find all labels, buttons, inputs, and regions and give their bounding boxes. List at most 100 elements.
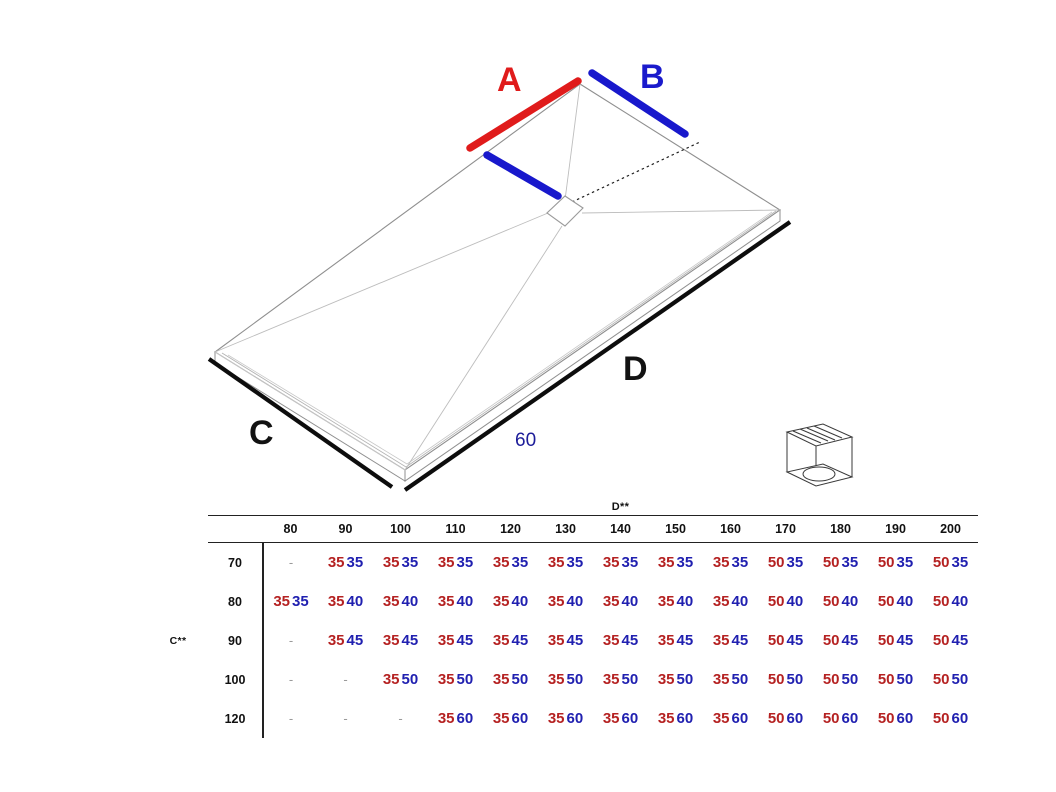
matrix-cell: 35 35 xyxy=(648,543,703,583)
cell-value-a: 35 xyxy=(547,671,565,688)
column-header-200: 200 xyxy=(923,515,978,543)
cell-value-a: 50 xyxy=(932,671,950,688)
matrix-cell: - xyxy=(263,543,318,583)
column-header-100: 100 xyxy=(373,515,428,543)
matrix-cell: 35 50 xyxy=(428,660,483,699)
cell-value-b: 45 xyxy=(841,632,859,649)
cell-value-b: 40 xyxy=(401,593,419,610)
matrix-cell: 50 35 xyxy=(923,543,978,583)
matrix-cell: - xyxy=(263,699,318,738)
cell-value-b: 35 xyxy=(841,554,859,571)
column-axis-title: D** xyxy=(611,500,630,513)
matrix-cell: 35 35 xyxy=(483,543,538,583)
cell-value-a: 35 xyxy=(492,632,510,649)
cell-value-a: 50 xyxy=(767,554,785,571)
table-row: 100- -35 50 35 50 35 50 35 50 35 50 35 50 35 50 50 50 50 5… xyxy=(148,660,978,699)
cell-value-b: 45 xyxy=(951,632,969,649)
cell-value-b: 35 xyxy=(731,554,749,571)
cell-value-b: 60 xyxy=(676,710,694,727)
drain-outlet xyxy=(546,195,584,227)
matrix-cell: 35 60 xyxy=(593,699,648,738)
empty-marker: - xyxy=(288,555,294,570)
cell-value-b: 45 xyxy=(676,632,694,649)
cell-value-a: 35 xyxy=(327,593,345,610)
matrix-cell: 50 35 xyxy=(813,543,868,583)
tray-thickness xyxy=(214,209,781,482)
matrix-cell: 35 45 xyxy=(538,621,593,660)
cell-value-a: 35 xyxy=(712,632,730,649)
cell-value-b: 50 xyxy=(841,671,859,688)
cell-value-b: 60 xyxy=(456,710,474,727)
cell-value-b: 40 xyxy=(786,593,804,610)
cell-value-b: 60 xyxy=(621,710,639,727)
matrix-cell: 35 60 xyxy=(538,699,593,738)
cell-value-a: 35 xyxy=(492,554,510,571)
cell-value-a: 50 xyxy=(877,710,895,727)
matrix-corner-spacer xyxy=(148,498,208,516)
cell-value-b: 35 xyxy=(346,554,364,571)
cell-value-a: 35 xyxy=(712,671,730,688)
matrix-cell: - xyxy=(263,621,318,660)
empty-marker: - xyxy=(288,633,294,648)
matrix-cell: 50 40 xyxy=(868,582,923,621)
matrix-cell: 35 50 xyxy=(373,660,428,699)
cell-value-a: 35 xyxy=(712,554,730,571)
matrix-cell: 50 40 xyxy=(923,582,978,621)
cell-value-b: 35 xyxy=(456,554,474,571)
dimension-edge-d xyxy=(403,220,792,492)
matrix-cell: - xyxy=(318,660,373,699)
cell-value-a: 50 xyxy=(932,593,950,610)
row-axis-title xyxy=(148,660,208,699)
cell-value-b: 60 xyxy=(511,710,529,727)
b-blue-line-upper xyxy=(588,69,689,138)
cell-value-b: 40 xyxy=(511,593,529,610)
cell-value-a: 50 xyxy=(877,632,895,649)
cell-value-a: 50 xyxy=(822,593,840,610)
cell-value-a: 35 xyxy=(547,554,565,571)
b-blue-line-lower xyxy=(483,151,562,200)
matrix-cell: 50 60 xyxy=(813,699,868,738)
matrix-cell: 50 60 xyxy=(868,699,923,738)
matrix-cell: 50 45 xyxy=(868,621,923,660)
cell-value-b: 45 xyxy=(346,632,364,649)
table-row: C** 90-35 45 35 45 35 45 35 45 35 45 35 45 35 45 35 45 50… xyxy=(148,621,978,660)
dimension-bar-a xyxy=(466,77,582,152)
cell-value-a: 35 xyxy=(327,632,345,649)
cell-value-b: 40 xyxy=(896,593,914,610)
cell-value-b: 35 xyxy=(511,554,529,571)
matrix-cell: 35 45 xyxy=(373,621,428,660)
tray-inner-rim-2 xyxy=(227,211,773,465)
cell-value-a: 50 xyxy=(767,632,785,649)
cell-value-b: 45 xyxy=(896,632,914,649)
matrix-cell: 50 50 xyxy=(923,660,978,699)
slope-line-left xyxy=(214,212,549,353)
row-header-70: 70 xyxy=(208,542,264,582)
column-axis-title-row: D** xyxy=(148,498,978,516)
matrix-cell: 35 35 xyxy=(703,543,758,583)
matrix-cell: 50 40 xyxy=(758,582,813,621)
matrix-cell: 50 35 xyxy=(868,543,923,583)
matrix-cell: 35 60 xyxy=(648,699,703,738)
cell-value-a: 35 xyxy=(492,593,510,610)
cell-value-b: 35 xyxy=(292,593,309,610)
grate-slot-4 xyxy=(813,425,843,439)
cell-value-b: 35 xyxy=(896,554,914,571)
cell-value-a: 50 xyxy=(822,554,840,571)
cell-value-a: 35 xyxy=(382,554,400,571)
cell-value-a: 35 xyxy=(437,671,455,688)
matrix-cell: 35 35 xyxy=(318,543,373,583)
matrix-cell: 50 45 xyxy=(813,621,868,660)
dimension-edge-c xyxy=(207,357,394,489)
cell-value-b: 50 xyxy=(511,671,529,688)
cell-value-b: 45 xyxy=(511,632,529,649)
matrix-cell: 50 35 xyxy=(758,543,813,583)
dotted-diagonal-line xyxy=(571,141,701,203)
cell-value-a: 50 xyxy=(877,671,895,688)
empty-marker: - xyxy=(343,711,348,726)
cell-value-b: 60 xyxy=(786,710,804,727)
column-header-120: 120 xyxy=(483,515,538,543)
matrix-rowlabel-spacer xyxy=(208,498,263,516)
table-row: 70-35 35 35 35 35 35 35 35 35 35 35 35 35 35 35 35 50 35 5… xyxy=(148,542,978,583)
cell-value-b: 40 xyxy=(731,593,749,610)
cell-value-b: 35 xyxy=(786,554,804,571)
